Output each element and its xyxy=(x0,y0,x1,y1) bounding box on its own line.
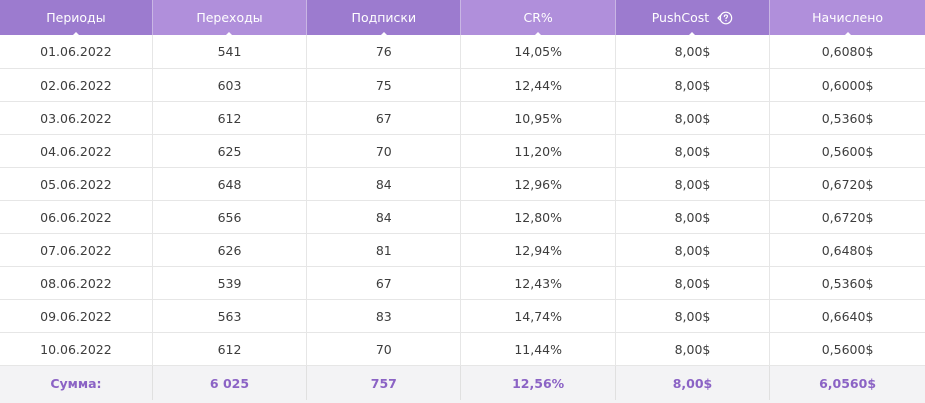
cell-clicks: 603 xyxy=(152,68,308,102)
cell-period: 01.06.2022 xyxy=(0,35,153,69)
cell-clicks: 539 xyxy=(152,266,308,300)
cell-accrued: 0,5360$ xyxy=(769,266,925,300)
cell-pushcost: 8,00$ xyxy=(615,200,771,234)
cell-accrued: 0,5360$ xyxy=(769,101,925,135)
cell-period: 03.06.2022 xyxy=(0,101,153,135)
cell-subscriptions: 81 xyxy=(306,233,462,267)
cell-accrued: 0,6000$ xyxy=(769,68,925,102)
cell-accrued: 0,6720$ xyxy=(769,200,925,234)
cell-accrued: 0,5600$ xyxy=(769,332,925,366)
cell-cr: 12,94% xyxy=(460,233,616,267)
cell-cr: 14,74% xyxy=(460,299,616,333)
header-subscriptions[interactable]: Подписки xyxy=(306,0,462,36)
cell-clicks: 648 xyxy=(152,167,308,201)
cell-cr: 12,43% xyxy=(460,266,616,300)
cell-clicks: 541 xyxy=(152,35,308,69)
table-header: Периоды Переходы Подписки CR% PushCost xyxy=(0,0,925,36)
cell-pushcost: 8,00$ xyxy=(615,68,771,102)
totals-row: Сумма: 6 025 757 12,56% 8,00$ 6,0560$ xyxy=(0,365,925,400)
cell-subscriptions: 67 xyxy=(306,101,462,135)
table-body: 01.06.2022 541 76 14,05% 8,00$ 0,6080$ 02.06.2… xyxy=(0,35,925,366)
table-row: 06.06.2022 656 84 12,80% 8,00$ 0,6720$ xyxy=(0,200,925,234)
cell-accrued: 0,5600$ xyxy=(769,134,925,168)
cell-pushcost: 8,00$ xyxy=(615,332,771,366)
cell-subscriptions: 70 xyxy=(306,134,462,168)
cell-subscriptions: 67 xyxy=(306,266,462,300)
table-totals: Сумма: 6 025 757 12,56% 8,00$ 6,0560$ xyxy=(0,365,925,400)
cell-subscriptions: 83 xyxy=(306,299,462,333)
cell-subscriptions: 84 xyxy=(306,200,462,234)
cell-pushcost: 8,00$ xyxy=(615,101,771,135)
cell-subscriptions: 76 xyxy=(306,35,462,69)
totals-clicks: 6 025 xyxy=(152,365,308,400)
totals-pushcost: 8,00$ xyxy=(615,365,771,400)
cell-subscriptions: 70 xyxy=(306,332,462,366)
cell-accrued: 0,6480$ xyxy=(769,233,925,267)
cell-pushcost: 8,00$ xyxy=(615,35,771,69)
table-row: 09.06.2022 563 83 14,74% 8,00$ 0,6640$ xyxy=(0,299,925,333)
cell-clicks: 625 xyxy=(152,134,308,168)
totals-subscriptions: 757 xyxy=(306,365,462,400)
cell-period: 07.06.2022 xyxy=(0,233,153,267)
table-row: 08.06.2022 539 67 12,43% 8,00$ 0,5360$ xyxy=(0,266,925,300)
table-row: 01.06.2022 541 76 14,05% 8,00$ 0,6080$ xyxy=(0,35,925,69)
totals-accrued: 6,0560$ xyxy=(769,365,925,400)
table-row: 05.06.2022 648 84 12,96% 8,00$ 0,6720$ xyxy=(0,167,925,201)
table-row: 07.06.2022 626 81 12,94% 8,00$ 0,6480$ xyxy=(0,233,925,267)
cell-cr: 10,95% xyxy=(460,101,616,135)
cell-accrued: 0,6640$ xyxy=(769,299,925,333)
cell-pushcost: 8,00$ xyxy=(615,134,771,168)
cell-pushcost: 8,00$ xyxy=(615,266,771,300)
header-accrued[interactable]: Начислено xyxy=(769,0,925,36)
cell-cr: 11,44% xyxy=(460,332,616,366)
cell-cr: 11,20% xyxy=(460,134,616,168)
cell-period: 06.06.2022 xyxy=(0,200,153,234)
cell-pushcost: 8,00$ xyxy=(615,299,771,333)
table-row: 04.06.2022 625 70 11,20% 8,00$ 0,5600$ xyxy=(0,134,925,168)
cell-period: 04.06.2022 xyxy=(0,134,153,168)
totals-cr: 12,56% xyxy=(460,365,616,400)
table-row: 03.06.2022 612 67 10,95% 8,00$ 0,5360$ xyxy=(0,101,925,135)
help-icon[interactable] xyxy=(717,10,733,26)
totals-label: Сумма: xyxy=(0,365,153,400)
cell-pushcost: 8,00$ xyxy=(615,167,771,201)
cell-subscriptions: 84 xyxy=(306,167,462,201)
cell-period: 08.06.2022 xyxy=(0,266,153,300)
cell-cr: 12,96% xyxy=(460,167,616,201)
cell-clicks: 612 xyxy=(152,332,308,366)
cell-clicks: 563 xyxy=(152,299,308,333)
header-pushcost[interactable]: PushCost xyxy=(615,0,771,36)
cell-period: 05.06.2022 xyxy=(0,167,153,201)
cell-period: 09.06.2022 xyxy=(0,299,153,333)
cell-clicks: 626 xyxy=(152,233,308,267)
cell-clicks: 656 xyxy=(152,200,308,234)
header-periods[interactable]: Периоды xyxy=(0,0,153,36)
cell-pushcost: 8,00$ xyxy=(615,233,771,267)
cell-period: 10.06.2022 xyxy=(0,332,153,366)
cell-period: 02.06.2022 xyxy=(0,68,153,102)
cell-cr: 12,44% xyxy=(460,68,616,102)
cell-subscriptions: 75 xyxy=(306,68,462,102)
cell-clicks: 612 xyxy=(152,101,308,135)
table-row: 02.06.2022 603 75 12,44% 8,00$ 0,6000$ xyxy=(0,68,925,102)
header-cr[interactable]: CR% xyxy=(460,0,616,36)
cell-accrued: 0,6080$ xyxy=(769,35,925,69)
table-row: 10.06.2022 612 70 11,44% 8,00$ 0,5600$ xyxy=(0,332,925,366)
cell-accrued: 0,6720$ xyxy=(769,167,925,201)
cell-cr: 14,05% xyxy=(460,35,616,69)
cell-cr: 12,80% xyxy=(460,200,616,234)
header-clicks[interactable]: Переходы xyxy=(152,0,308,36)
